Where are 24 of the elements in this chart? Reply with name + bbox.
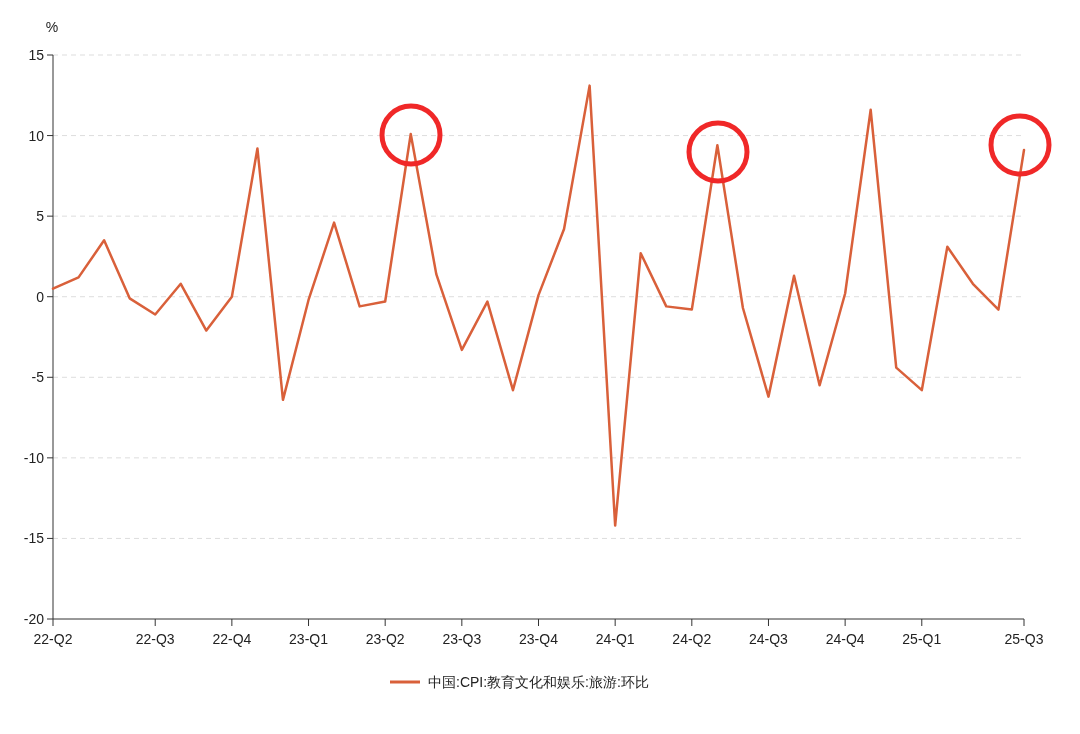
- legend-label: 中国:CPI:教育文化和娱乐:旅游:环比: [428, 674, 649, 690]
- y-tick-label: 5: [36, 208, 45, 225]
- x-tick-label: 22-Q2: [33, 631, 73, 647]
- y-tick-label: -20: [23, 611, 45, 627]
- x-tick-label: 23-Q3: [442, 631, 482, 647]
- x-tick-label: 23-Q1: [289, 631, 329, 647]
- x-tick-label: 23-Q2: [365, 631, 405, 647]
- x-tick-label: 24-Q3: [749, 631, 789, 647]
- line-series: [51, 84, 1026, 527]
- y-tick-label: 10: [28, 127, 45, 144]
- x-tick-label: 25-Q3: [1004, 631, 1044, 647]
- x-tick-label: 25-Q1: [902, 631, 942, 647]
- x-tick-label: 23-Q4: [519, 631, 559, 647]
- y-tick-label: -10: [23, 449, 45, 466]
- x-tick-label: 24-Q2: [672, 631, 712, 647]
- x-tick-label: 24-Q1: [595, 631, 635, 647]
- y-axis-title: %: [45, 19, 59, 35]
- y-tick-label: 0: [36, 288, 45, 305]
- y-tick-label: -15: [23, 530, 45, 547]
- x-tick-label: 22-Q4: [212, 631, 252, 647]
- x-tick-label: 24-Q4: [825, 631, 865, 647]
- x-tick-label: 22-Q3: [135, 631, 175, 647]
- y-tick-label: 15: [28, 47, 45, 63]
- y-tick-label: -5: [31, 369, 45, 386]
